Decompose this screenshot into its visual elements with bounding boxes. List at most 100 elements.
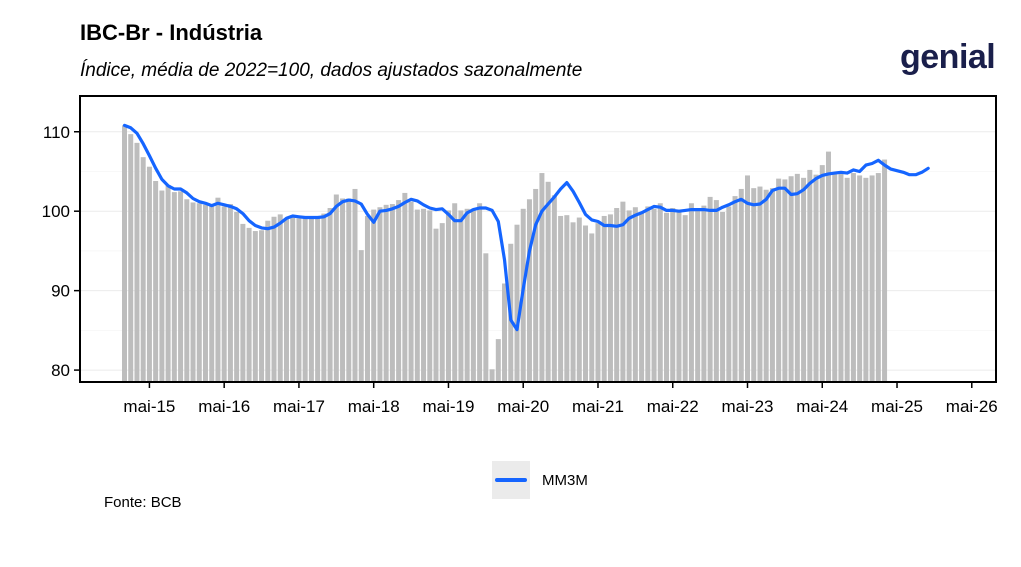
bar [364,215,370,382]
bar [265,220,271,382]
bar [470,208,476,382]
bar [439,223,445,382]
bar [732,196,738,382]
legend-label-mm3m: MM3M [542,471,588,489]
bar [620,201,626,382]
bar [283,219,289,382]
bar [464,208,470,382]
bar [869,175,875,382]
bar [526,199,532,382]
bar [302,218,308,382]
bar [495,339,501,382]
y-tick-label: 90 [51,282,70,301]
bar [713,200,719,382]
y-tick-label: 80 [51,361,70,380]
x-tick-label: mai-16 [198,397,250,416]
bar [720,211,726,382]
mm3m-line [122,123,930,332]
bar [308,217,314,382]
bar [371,209,377,382]
bar [477,203,483,382]
bars-group [122,125,888,383]
bar [402,192,408,382]
x-tick-label: mai-24 [796,397,848,416]
bar [701,205,707,382]
bar [502,283,508,382]
bar [408,201,414,382]
bar [657,203,663,382]
bar [296,218,302,382]
bar [632,207,638,382]
bar [745,175,750,382]
x-tick-label: mai-20 [497,397,549,416]
bar [533,188,539,382]
bar [639,211,645,382]
bar [583,225,589,382]
bar [863,177,869,382]
bar [564,215,570,382]
y-axis: 80 90 100 110 [42,123,80,380]
bar [171,192,177,382]
bar [551,195,557,382]
bar [688,203,694,382]
bar [190,202,196,382]
bar [794,173,800,382]
bar [850,173,856,382]
bar [340,198,346,382]
legend: MM3M [492,461,588,499]
bar [259,230,265,382]
bar [346,198,352,382]
chart-title: IBC-Br - Indústria [80,20,263,45]
bar [146,166,152,382]
bar [227,204,233,382]
bar [427,210,433,382]
bar [576,217,582,382]
bar [277,214,283,382]
bar [682,215,688,382]
bar [664,212,670,382]
bar [832,172,838,382]
x-tick-label: mai-23 [722,397,774,416]
chart-subtitle: Índice, média de 2022=100, dados ajustad… [80,60,583,81]
bar [128,134,134,382]
bar [825,151,831,382]
bar [857,175,863,382]
plot-frame [79,95,997,383]
bar [414,209,420,382]
x-tick-label: mai-18 [348,397,400,416]
bar [165,184,171,382]
bar [595,223,601,382]
bar [738,188,744,382]
x-tick-label: mai-15 [123,397,175,416]
x-tick-label: mai-26 [946,397,998,416]
bar [433,228,439,382]
genial-logo: genial [900,38,996,76]
bar [838,171,844,382]
bar [801,177,807,382]
x-tick-label: mai-17 [273,397,325,416]
bar [844,177,850,382]
bar [807,169,813,382]
bar [159,190,165,382]
bar [875,173,881,382]
legend-key-mm3m [492,461,530,499]
bar [782,179,788,382]
bar [352,188,358,382]
bar [140,157,146,382]
bar [271,216,277,382]
bar [776,178,782,382]
y-tick-label: 100 [42,202,70,221]
bar [813,174,819,382]
bar [483,253,489,382]
bar [290,215,296,382]
bar [570,222,576,382]
bar [751,188,757,382]
x-tick-label: mai-22 [647,397,699,416]
x-tick-label: mai-19 [422,397,474,416]
bar [676,211,682,382]
bar [153,181,159,382]
y-tick-label: 110 [43,123,70,142]
bar [645,206,651,382]
bar [769,188,775,382]
